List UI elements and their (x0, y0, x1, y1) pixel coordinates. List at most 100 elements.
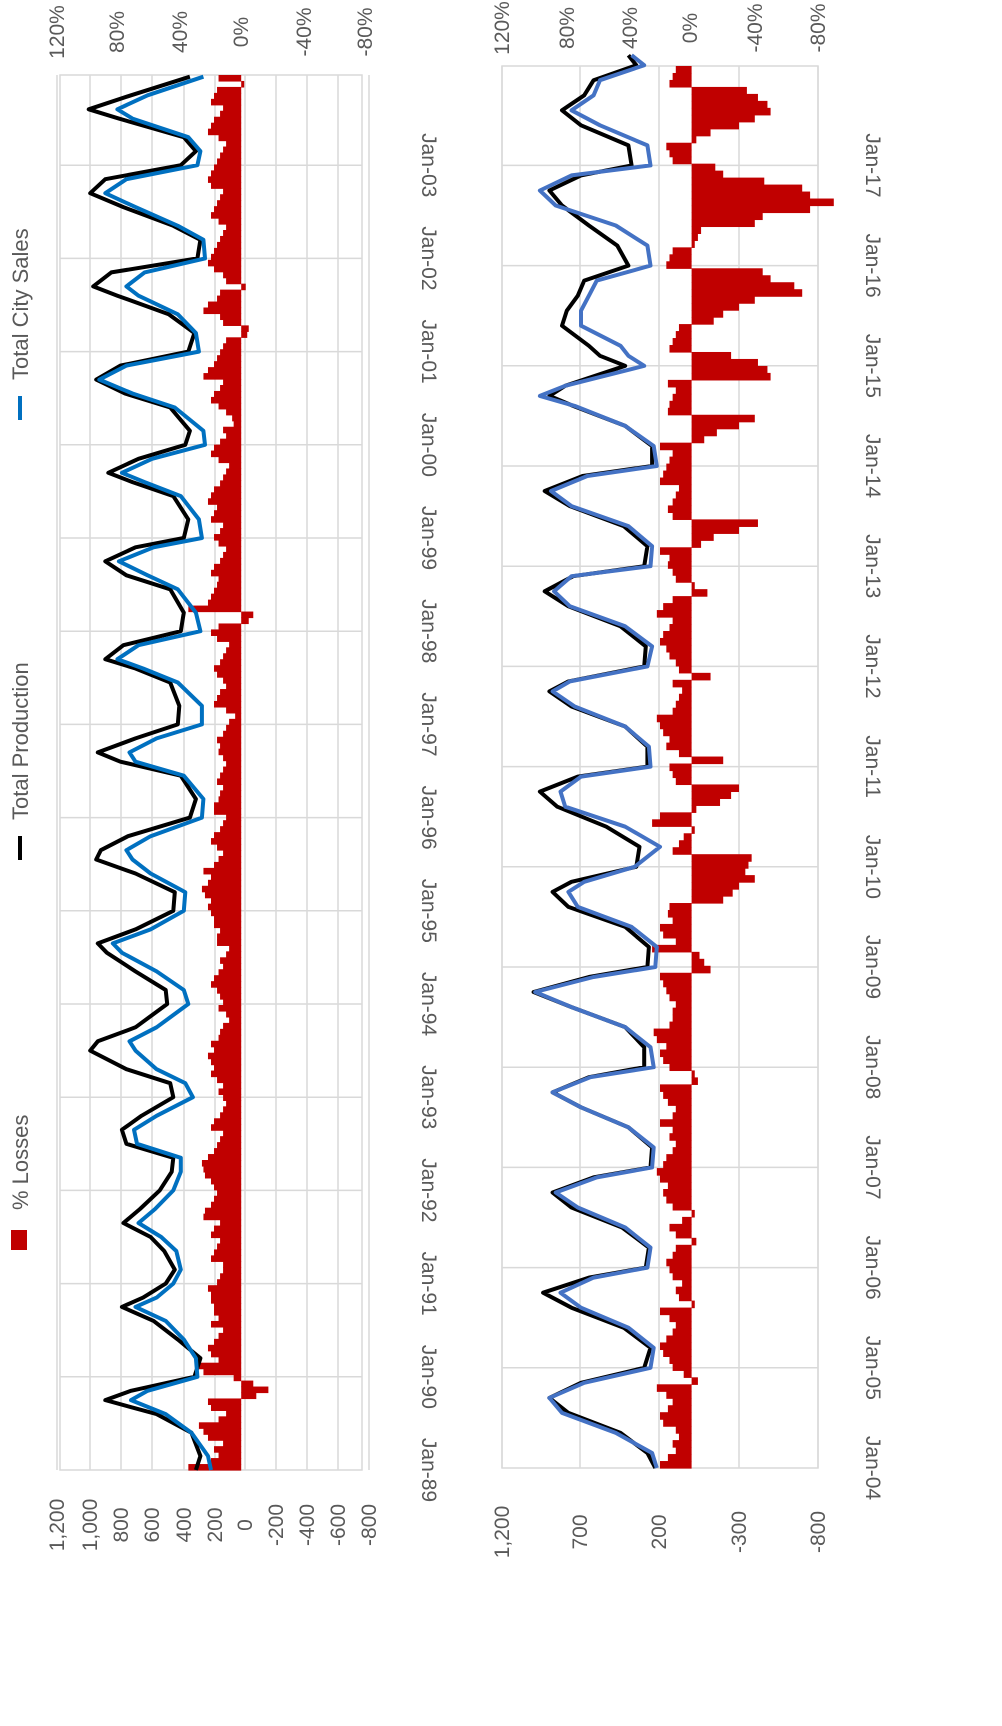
loss-bar (691, 296, 755, 304)
loss-bar (229, 641, 242, 648)
loss-bar (211, 212, 242, 219)
loss-bar (204, 1171, 242, 1179)
loss-bar (678, 484, 692, 493)
loss-bar (214, 861, 242, 869)
loss-bar (663, 603, 692, 611)
date-tick-label: Jan-06 (861, 1235, 884, 1299)
loss-bar (660, 637, 692, 646)
loss-bar (691, 1377, 698, 1385)
loss-bar (214, 975, 242, 982)
date-tick-label: Jan-02 (417, 226, 440, 290)
loss-bar (226, 1100, 242, 1107)
loss-bar (223, 474, 242, 481)
percent-tick-label: 0% (679, 13, 702, 43)
loss-bar (211, 1124, 242, 1131)
loss-bar (675, 1286, 692, 1295)
loss-bar (667, 407, 692, 416)
loss-bar (691, 191, 811, 200)
loss-bar (660, 1119, 692, 1127)
loss-bar (220, 480, 242, 487)
date-tick-label: Jan-11 (861, 735, 884, 798)
loss-bar (223, 104, 242, 112)
loss-bar (669, 456, 692, 465)
loss-bar (691, 1209, 695, 1218)
loss-bar (682, 1216, 692, 1225)
date-tick-label: Jan-93 (417, 1065, 440, 1129)
loss-bar (226, 814, 242, 821)
loss-bar (666, 644, 692, 653)
loss-bar (211, 170, 242, 177)
loss-bar (207, 1154, 242, 1161)
loss-bar (669, 554, 692, 562)
loss-bar (691, 184, 803, 193)
loss-bar (666, 463, 692, 472)
loss-bar (653, 1028, 692, 1037)
primary-tick-label: -600 (327, 1504, 350, 1546)
loss-bar (220, 438, 242, 446)
loss-bar (672, 72, 692, 81)
loss-bar (201, 885, 242, 893)
loss-bar (691, 114, 755, 123)
loss-bar (672, 393, 692, 402)
loss-bar (691, 310, 724, 318)
chart-1990-2003: Jan-89 Jan-90 Jan-91 Jan-92 Jan-93 Jan-94 Jan-… (46, 5, 440, 1551)
loss-bar (656, 1035, 692, 1044)
loss-bar (207, 903, 242, 911)
loss-bar (211, 450, 242, 458)
loss-bar (652, 944, 692, 953)
loss-bar (211, 1350, 242, 1358)
loss-bar (678, 749, 692, 758)
chart-2004-2017: Jan-04 Jan-05 Jan-06 Jan-07 Jan-08 Jan-09 Jan-… (491, 1, 884, 1558)
loss-bar (214, 802, 242, 809)
loss-bar (214, 1118, 242, 1125)
loss-bar (214, 1309, 242, 1316)
loss-bar (217, 939, 242, 946)
loss-bar (660, 1412, 692, 1420)
loss-bar (675, 1000, 692, 1009)
loss-bar (663, 1349, 692, 1357)
loss-bar (214, 1064, 242, 1072)
loss-bar (667, 1454, 692, 1462)
loss-bar (218, 134, 242, 142)
loss-bar (666, 1335, 692, 1344)
loss-bar (207, 128, 242, 136)
loss-bar (233, 1374, 242, 1382)
loss-bar (217, 581, 242, 589)
loss-bar (669, 735, 692, 744)
loss-bar (220, 528, 242, 535)
loss-bar (226, 408, 242, 416)
loss-bar (233, 420, 242, 428)
loss-bar (675, 1105, 692, 1113)
loss-bar (669, 1223, 692, 1232)
loss-bar (218, 402, 242, 410)
loss-bar (217, 355, 242, 362)
loss-bar (226, 1010, 242, 1018)
loss-bar (691, 672, 711, 681)
loss-bar (223, 766, 242, 774)
loss-bar (211, 873, 242, 881)
date-tick-label: Jan-91 (417, 1251, 440, 1315)
loss-bar (211, 1040, 242, 1048)
loss-bar (229, 462, 242, 470)
loss-bar (669, 1265, 692, 1274)
loss-bar (223, 784, 242, 791)
loss-bar (218, 540, 242, 547)
loss-bar (220, 194, 242, 201)
loss-bar (211, 98, 242, 106)
loss-bar (211, 1458, 242, 1465)
loss-bar (672, 1202, 692, 1211)
loss-bar (669, 79, 692, 88)
loss-bar (214, 1195, 242, 1203)
loss-bar (660, 547, 692, 555)
loss-bar (214, 247, 242, 255)
loss-bar (656, 714, 692, 723)
loss-bar (669, 1314, 692, 1323)
loss-bar (218, 75, 242, 82)
loss-bar (667, 909, 692, 918)
loss-bar (226, 432, 242, 440)
loss-bar (683, 1370, 692, 1378)
loss-bar (675, 1321, 692, 1330)
loss-bar (220, 957, 242, 964)
loss-bar (691, 86, 747, 95)
loss-bar (691, 533, 714, 541)
